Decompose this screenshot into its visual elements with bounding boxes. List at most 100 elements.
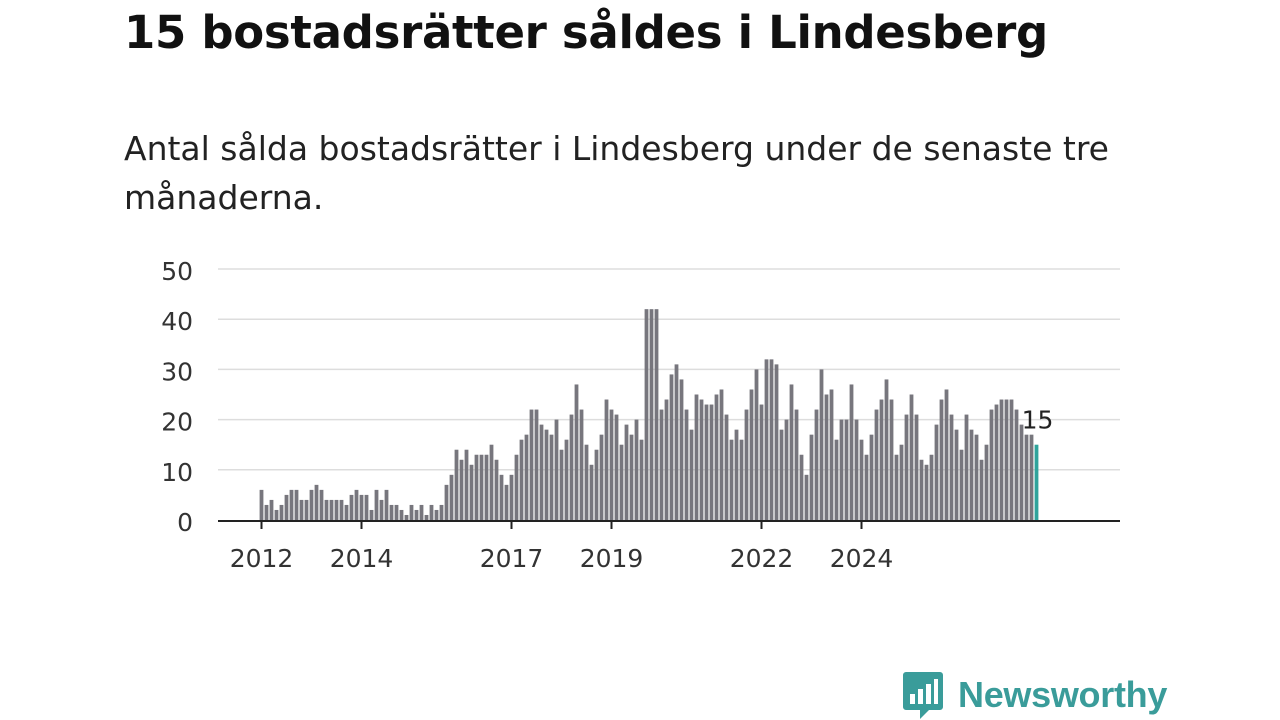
bar <box>889 399 894 520</box>
bar <box>484 454 489 520</box>
bar <box>759 404 764 520</box>
bar <box>909 394 914 520</box>
bar <box>604 399 609 520</box>
bar <box>599 434 604 520</box>
bar <box>569 414 574 520</box>
chart-subtitle: Antal sålda bostadsrätter i Lindesberg u… <box>124 129 1109 217</box>
bar <box>754 369 759 520</box>
bar <box>654 309 659 520</box>
bar <box>984 444 989 520</box>
bar <box>329 499 334 520</box>
bar <box>689 429 694 520</box>
bar <box>394 504 399 520</box>
bar <box>649 309 654 520</box>
bar <box>919 459 924 520</box>
bar <box>359 494 364 520</box>
bar <box>904 414 909 520</box>
y-tick-label: 20 <box>161 408 193 437</box>
bar <box>844 419 849 520</box>
bar <box>679 379 684 520</box>
bar <box>884 379 889 520</box>
bar <box>934 424 939 520</box>
bar <box>294 489 299 520</box>
bar <box>864 454 869 520</box>
bar <box>669 374 674 520</box>
bar <box>634 419 639 520</box>
y-axis-tick-labels: 0 10 20 30 40 50 <box>161 257 193 537</box>
bar <box>519 439 524 520</box>
bar <box>479 454 484 520</box>
bar <box>364 494 369 520</box>
bar <box>409 504 414 520</box>
bar <box>694 394 699 520</box>
bar <box>969 429 974 520</box>
bar <box>384 489 389 520</box>
bar <box>799 454 804 520</box>
bar <box>319 489 324 520</box>
brand-logo: Newsworthy <box>902 670 1167 720</box>
bar <box>999 399 1004 520</box>
bar <box>714 394 719 520</box>
x-axis <box>218 520 1120 529</box>
bar <box>494 459 499 520</box>
bar <box>824 394 829 520</box>
bar <box>574 384 579 520</box>
bar <box>869 434 874 520</box>
bar <box>894 454 899 520</box>
bar <box>674 364 679 520</box>
bar <box>804 474 809 520</box>
bar <box>779 429 784 520</box>
bar <box>524 434 529 520</box>
bars <box>259 309 1039 520</box>
bar <box>729 439 734 520</box>
bar <box>399 509 404 520</box>
bar <box>354 489 359 520</box>
bar <box>539 424 544 520</box>
bar <box>309 489 314 520</box>
bar <box>719 389 724 520</box>
bar <box>744 409 749 520</box>
bar <box>749 389 754 520</box>
bar <box>344 504 349 520</box>
bar <box>814 409 819 520</box>
bar <box>559 449 564 520</box>
x-tick-label: 2024 <box>830 544 894 573</box>
bar <box>279 504 284 520</box>
bar <box>664 399 669 520</box>
bar <box>979 459 984 520</box>
x-tick-label: 2017 <box>480 544 544 573</box>
bar <box>314 484 319 520</box>
bar <box>974 434 979 520</box>
brand-name: Newsworthy <box>958 674 1168 715</box>
bar <box>764 359 769 520</box>
bar <box>434 509 439 520</box>
bar <box>269 499 274 520</box>
bar <box>404 514 409 520</box>
bar <box>939 399 944 520</box>
bar <box>609 409 614 520</box>
y-tick-label: 10 <box>161 458 193 487</box>
bar <box>994 404 999 520</box>
bar <box>469 464 474 520</box>
bar <box>529 409 534 520</box>
bar <box>339 499 344 520</box>
bar <box>544 429 549 520</box>
bar <box>819 369 824 520</box>
bar <box>589 464 594 520</box>
bar <box>474 454 479 520</box>
bar <box>1029 434 1034 520</box>
bar <box>879 399 884 520</box>
bar <box>284 494 289 520</box>
bar <box>449 474 454 520</box>
bar <box>414 509 419 520</box>
bar <box>459 459 464 520</box>
bar <box>854 419 859 520</box>
bar-highlight <box>1034 444 1039 520</box>
bar <box>534 409 539 520</box>
bar <box>774 364 779 520</box>
bar <box>959 449 964 520</box>
bar <box>489 444 494 520</box>
bar <box>1019 424 1024 520</box>
bar <box>584 444 589 520</box>
